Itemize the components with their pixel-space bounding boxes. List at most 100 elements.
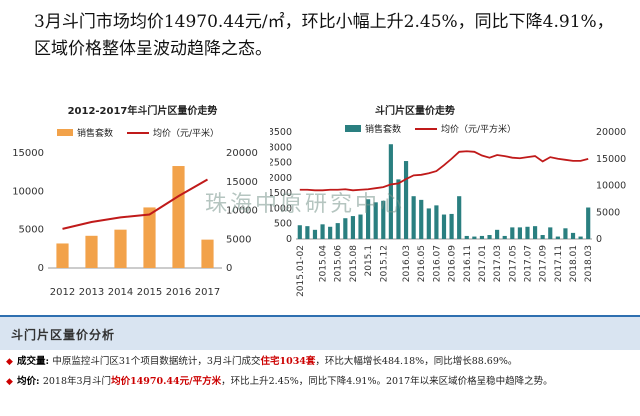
note-highlight: 住宅1034套 bbox=[260, 356, 316, 367]
bar bbox=[570, 232, 576, 239]
y-right-tick-label: 15000 bbox=[226, 177, 258, 188]
bar bbox=[434, 205, 439, 239]
x-tick-label: 2016.09 bbox=[448, 245, 458, 282]
bar bbox=[449, 213, 454, 239]
x-tick-label: 2018.01 bbox=[569, 245, 579, 282]
price-line bbox=[62, 178, 208, 230]
bar bbox=[457, 196, 462, 239]
y-left-tick-label: 500 bbox=[274, 219, 292, 230]
bar-swatch bbox=[345, 125, 361, 132]
bar bbox=[510, 227, 515, 239]
bar bbox=[548, 227, 553, 239]
bar bbox=[305, 226, 310, 239]
y-right-tick-label: 5000 bbox=[596, 207, 620, 218]
bar bbox=[479, 235, 485, 239]
left-chart-title: 2012-2017年斗门片区量价走势 bbox=[67, 106, 218, 117]
y-left-tick-label: 2500 bbox=[270, 158, 292, 169]
bar bbox=[373, 202, 378, 239]
y-left-tick-label: 3000 bbox=[270, 142, 292, 153]
right-chart-title: 斗门片区量价走势 bbox=[375, 106, 455, 117]
x-tick-label: 2015.06 bbox=[334, 245, 344, 282]
bar bbox=[328, 226, 333, 239]
section-title: 斗门片区量价分析 bbox=[11, 328, 116, 342]
bar bbox=[586, 207, 591, 239]
x-tick-label: 2017.05 bbox=[508, 245, 518, 282]
bar bbox=[403, 161, 409, 239]
analysis-notes: ◆ 成交量: 中原监控斗门区31个项目数据统计，3月斗门成交住宅1034套，环比大… bbox=[0, 352, 640, 392]
bar bbox=[201, 239, 214, 268]
y-left-tick-label: 0 bbox=[38, 263, 44, 274]
bar bbox=[85, 235, 98, 268]
y-left-tick-label: 1000 bbox=[270, 203, 292, 214]
x-tick-label: 2015.12 bbox=[379, 245, 389, 282]
note-text: ，环比上升2.45%，同比下降4.91%。2017年以来区域价格呈稳中趋降之势。 bbox=[221, 376, 553, 387]
x-tick-label: 2017.03 bbox=[493, 245, 503, 282]
bar bbox=[172, 166, 185, 268]
right-legend-line-label: 均价（元/平方米） bbox=[441, 125, 517, 135]
bar bbox=[525, 226, 530, 239]
y-right-tick-label: 10000 bbox=[596, 181, 626, 192]
bar bbox=[540, 235, 545, 239]
bar bbox=[464, 235, 469, 239]
y-left-tick-label: 10000 bbox=[12, 186, 44, 197]
bar-swatch bbox=[57, 129, 73, 136]
x-tick-label: 2015.01-02 bbox=[296, 245, 306, 297]
note-key: 成交量: bbox=[17, 356, 53, 367]
bullet-icon: ◆ bbox=[6, 357, 13, 367]
y-left-tick-label: 15000 bbox=[12, 148, 44, 159]
note-row: ◆ 均价: 2018年3月斗门均价14970.44元/平方米，环比上升2.45%，… bbox=[0, 372, 640, 392]
bar bbox=[532, 226, 538, 239]
bar bbox=[358, 214, 363, 239]
left-chart: 0 5000 10000 15000 0 5000 10000 15000 20000 2012 2… bbox=[12, 148, 258, 298]
bar bbox=[143, 207, 156, 268]
right-legend-line: 均价（元/平方米） bbox=[415, 122, 516, 135]
x-tick-label: 2017.11 bbox=[554, 245, 564, 282]
y-left-tick-label: 5000 bbox=[19, 225, 44, 236]
bar bbox=[350, 216, 356, 239]
y-right-tick-label: 5000 bbox=[226, 234, 251, 245]
bar bbox=[343, 218, 348, 239]
x-tick-label: 2016.07 bbox=[432, 245, 442, 282]
x-tick-label: 2015.08 bbox=[349, 245, 359, 282]
bar bbox=[502, 235, 507, 239]
x-tick-label: 2016.05 bbox=[417, 245, 427, 282]
y-right-tick-label: 10000 bbox=[226, 206, 258, 217]
y-left-tick-label: 2000 bbox=[270, 173, 292, 184]
bar bbox=[472, 236, 477, 239]
bar bbox=[320, 224, 325, 239]
note-row: ◆ 成交量: 中原监控斗门区31个项目数据统计，3月斗门成交住宅1034套，环比大… bbox=[0, 352, 640, 372]
bar bbox=[56, 243, 69, 268]
bar bbox=[411, 196, 416, 239]
y-right-tick-label: 0 bbox=[596, 234, 602, 245]
bar bbox=[381, 200, 386, 239]
bar bbox=[487, 235, 492, 239]
note-text: 中原监控斗门区31个项目数据统计，3月斗门成交 bbox=[52, 356, 261, 367]
note-text: ，环比大幅增长484.18%，同比增长88.69%。 bbox=[315, 356, 518, 367]
x-tick-label: 2017.07 bbox=[523, 245, 533, 282]
bar bbox=[335, 223, 340, 239]
y-right-tick-label: 15000 bbox=[596, 154, 626, 165]
y-right-tick-label: 20000 bbox=[226, 148, 258, 159]
x-tick-label: 2017.01 bbox=[478, 245, 488, 282]
bar bbox=[388, 144, 393, 239]
y-left-tick-label: 1500 bbox=[270, 188, 292, 199]
y-right-tick-label: 0 bbox=[226, 263, 232, 274]
right-chart-legend: 销售套数 均价（元/平方米） bbox=[345, 122, 530, 135]
bar bbox=[419, 199, 424, 239]
x-tick-label: 2016.11 bbox=[463, 245, 473, 282]
section-bar: 斗门片区量价分析 bbox=[0, 315, 640, 350]
bar bbox=[297, 225, 302, 239]
headline: 3月斗门市场均价14970.44元/㎡，环比小幅上升2.45%，同比下降4.91… bbox=[34, 12, 614, 59]
x-tick-label: 2015.1 bbox=[364, 245, 374, 277]
price-line bbox=[299, 150, 589, 192]
right-chart: 0 500 1000 1500 2000 2500 3000 3500 0 5000 10000 15… bbox=[270, 127, 626, 297]
x-tick-label: 2017 bbox=[195, 287, 220, 298]
bar bbox=[495, 229, 500, 239]
right-legend-bars: 销售套数 bbox=[345, 122, 401, 135]
x-tick-label: 2015.04 bbox=[319, 245, 329, 282]
bar bbox=[578, 236, 583, 239]
x-tick-label: 2018.03 bbox=[584, 245, 594, 282]
x-tick-label: 2017.09 bbox=[539, 245, 549, 282]
note-key: 均价: bbox=[17, 376, 43, 387]
bar bbox=[555, 236, 560, 239]
